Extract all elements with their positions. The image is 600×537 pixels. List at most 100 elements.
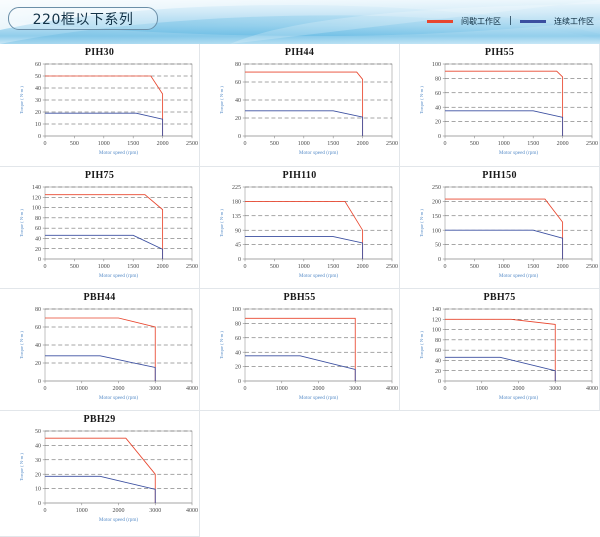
page-header: 220框以下系列 间歇工作区 | 连续工作区 [0, 0, 600, 44]
svg-text:250: 250 [432, 185, 441, 191]
chart-plot: 0 20 40 60 80 100 120 140 0 500 1000 1500 2000 2500 To… [19, 185, 198, 279]
svg-text:500: 500 [470, 264, 479, 270]
svg-text:135: 135 [232, 214, 241, 220]
svg-text:60: 60 [435, 91, 441, 97]
series-line [45, 234, 164, 259]
chart-plot: 0 10 20 30 40 50 0 1000 2000 3000 4000 Torque ( N·m… [19, 429, 198, 523]
svg-text:80: 80 [35, 216, 41, 222]
svg-text:100: 100 [432, 228, 441, 234]
series-line [45, 437, 156, 503]
svg-text:40: 40 [235, 350, 241, 356]
svg-text:60: 60 [35, 325, 41, 331]
svg-text:Motor speed (rpm): Motor speed (rpm) [99, 394, 138, 401]
svg-text:100: 100 [232, 307, 241, 313]
svg-text:20: 20 [35, 361, 41, 367]
svg-text:Motor speed (rpm): Motor speed (rpm) [99, 149, 138, 156]
svg-text:3000: 3000 [349, 386, 361, 392]
svg-text:0: 0 [244, 264, 247, 270]
svg-text:0: 0 [44, 386, 47, 392]
svg-text:0: 0 [444, 386, 447, 392]
svg-text:0: 0 [438, 379, 441, 385]
svg-text:50: 50 [35, 74, 41, 80]
svg-text:40: 40 [235, 98, 241, 104]
svg-text:Torque ( N·m ): Torque ( N·m ) [419, 209, 424, 237]
chart-cell-pih44: PIH44 0 20 40 60 80 0 500 1000 1500 2000 2500 Torque… [200, 44, 400, 167]
svg-text:1000: 1000 [276, 386, 288, 392]
chart-cell-pih75: PIH75 0 20 40 60 80 100 120 140 0 500 1000 1500 2000 2… [0, 167, 200, 289]
svg-text:0: 0 [238, 379, 241, 385]
svg-text:2000: 2000 [313, 386, 325, 392]
svg-text:60: 60 [235, 336, 241, 342]
svg-text:2500: 2500 [386, 264, 398, 270]
chart-cell-pih110: PIH110 0 45 90 135 180 225 0 500 1000 1500 2000 2500… [200, 167, 400, 289]
svg-text:50: 50 [435, 243, 441, 249]
svg-text:2500: 2500 [386, 141, 398, 147]
chart-plot: 0 20 40 60 80 100 120 140 0 1000 2000 3000 4000 Torqu… [419, 307, 598, 401]
series-line [45, 317, 156, 381]
svg-text:40: 40 [35, 343, 41, 349]
chart-cell-pbh75: PBH75 0 20 40 60 80 100 120 140 0 1000 2000 3000 4000… [400, 289, 600, 411]
svg-text:10: 10 [35, 487, 41, 493]
svg-text:2500: 2500 [186, 141, 198, 147]
svg-text:80: 80 [235, 62, 241, 68]
svg-text:500: 500 [270, 264, 279, 270]
series-line [245, 236, 364, 259]
svg-text:20: 20 [435, 369, 441, 375]
svg-text:4000: 4000 [386, 386, 398, 392]
svg-text:40: 40 [35, 237, 41, 243]
series-line [245, 355, 356, 381]
svg-text:0: 0 [244, 386, 247, 392]
svg-text:80: 80 [435, 338, 441, 344]
svg-text:30: 30 [35, 98, 41, 104]
svg-text:2000: 2000 [113, 508, 125, 514]
svg-text:Motor speed (rpm): Motor speed (rpm) [299, 149, 338, 156]
chart-title: PBH55 [283, 292, 316, 303]
chart-cell-pih55: PIH55 0 20 40 60 80 100 0 500 1000 1500 2000 2500 Tor… [400, 44, 600, 167]
page-title: 220框以下系列 [32, 11, 134, 28]
svg-text:20: 20 [235, 365, 241, 371]
svg-text:Motor speed (rpm): Motor speed (rpm) [299, 272, 338, 279]
svg-text:0: 0 [444, 264, 447, 270]
svg-text:60: 60 [235, 80, 241, 86]
svg-text:50: 50 [35, 429, 41, 435]
series-line [45, 475, 156, 503]
chart-title: PIH75 [84, 170, 115, 181]
svg-text:1000: 1000 [76, 508, 88, 514]
svg-text:Torque ( N·m ): Torque ( N·m ) [419, 331, 424, 359]
svg-text:2500: 2500 [186, 264, 198, 270]
chart-title: PIH30 [84, 47, 115, 58]
svg-text:1000: 1000 [498, 141, 510, 147]
svg-text:2000: 2000 [557, 264, 569, 270]
svg-text:140: 140 [32, 185, 41, 191]
series-line [45, 75, 164, 136]
legend-label-intermittent: 间歇工作区 [460, 16, 501, 26]
svg-text:150: 150 [432, 214, 441, 220]
svg-text:100: 100 [432, 328, 441, 334]
chart-cell-empty-1 [200, 411, 400, 537]
svg-text:0: 0 [38, 134, 41, 140]
svg-text:500: 500 [470, 141, 479, 147]
svg-text:0: 0 [238, 134, 241, 140]
svg-text:1000: 1000 [298, 141, 310, 147]
svg-text:40: 40 [435, 105, 441, 111]
chart-cell-empty-2 [400, 411, 600, 537]
svg-text:Torque ( N·m ): Torque ( N·m ) [219, 86, 224, 114]
svg-text:0: 0 [438, 134, 441, 140]
svg-text:2500: 2500 [586, 264, 598, 270]
svg-text:20: 20 [35, 472, 41, 478]
svg-text:0: 0 [44, 141, 47, 147]
chart-legend: 间歇工作区 | 连续工作区 [426, 13, 594, 29]
svg-text:2500: 2500 [586, 141, 598, 147]
svg-text:20: 20 [35, 247, 41, 253]
svg-text:0: 0 [38, 501, 41, 507]
chart-cell-pbh44: PBH44 0 20 40 60 80 0 1000 2000 3000 4000 Torque ( … [0, 289, 200, 411]
svg-text:120: 120 [432, 317, 441, 323]
svg-text:100: 100 [32, 206, 41, 212]
svg-text:60: 60 [35, 226, 41, 232]
series-line [445, 110, 564, 136]
svg-text:0: 0 [44, 264, 47, 270]
svg-text:Motor speed (rpm): Motor speed (rpm) [499, 272, 538, 279]
svg-text:10: 10 [35, 122, 41, 128]
